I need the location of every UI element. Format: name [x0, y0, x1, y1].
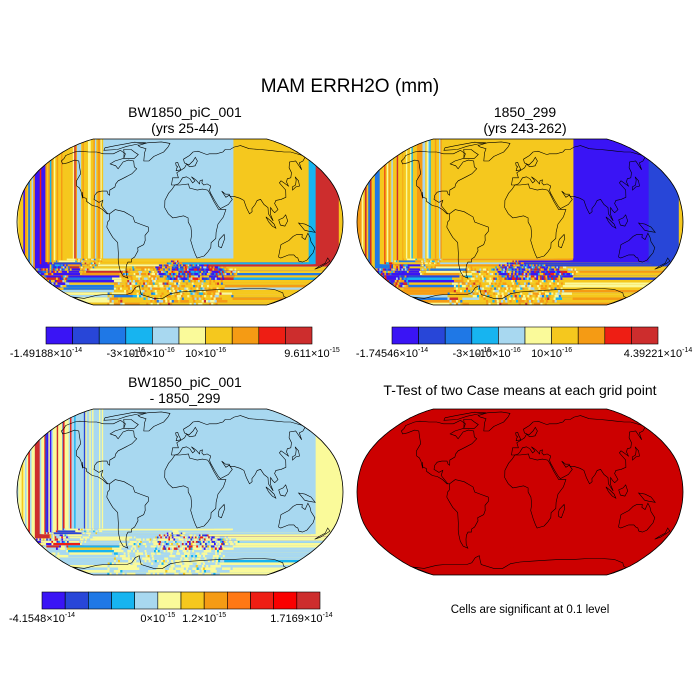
- map-panel-case1: [16, 138, 344, 306]
- panel-diff-title: BW1850_piC_001 - 1850_299: [40, 374, 330, 406]
- panel-diff-title-line1: BW1850_piC_001: [128, 374, 242, 390]
- figure-title: MAM ERRH2O (mm): [260, 76, 440, 97]
- panel-diff-title-line2: - 1850_299: [149, 390, 221, 406]
- panel-case1-title: BW1850_piC_001 (yrs 25-44): [40, 104, 330, 136]
- panel-case1-title-line2: (yrs 25-44): [151, 120, 219, 136]
- panel-case1-title-line1: BW1850_piC_001: [128, 104, 242, 120]
- panel-case2-title: 1850_299 (yrs 243-262): [370, 104, 680, 136]
- map-panel-case2: [356, 138, 684, 306]
- map-cells: [17, 139, 343, 305]
- panel-case2-title-line2: (yrs 243-262): [483, 120, 567, 136]
- map-panels: [16, 138, 684, 576]
- map-cells: [357, 139, 683, 305]
- panel-ttest-title: T-Test of two Case means at each grid po…: [383, 382, 657, 398]
- panel-case2-title-line1: 1850_299: [493, 104, 557, 120]
